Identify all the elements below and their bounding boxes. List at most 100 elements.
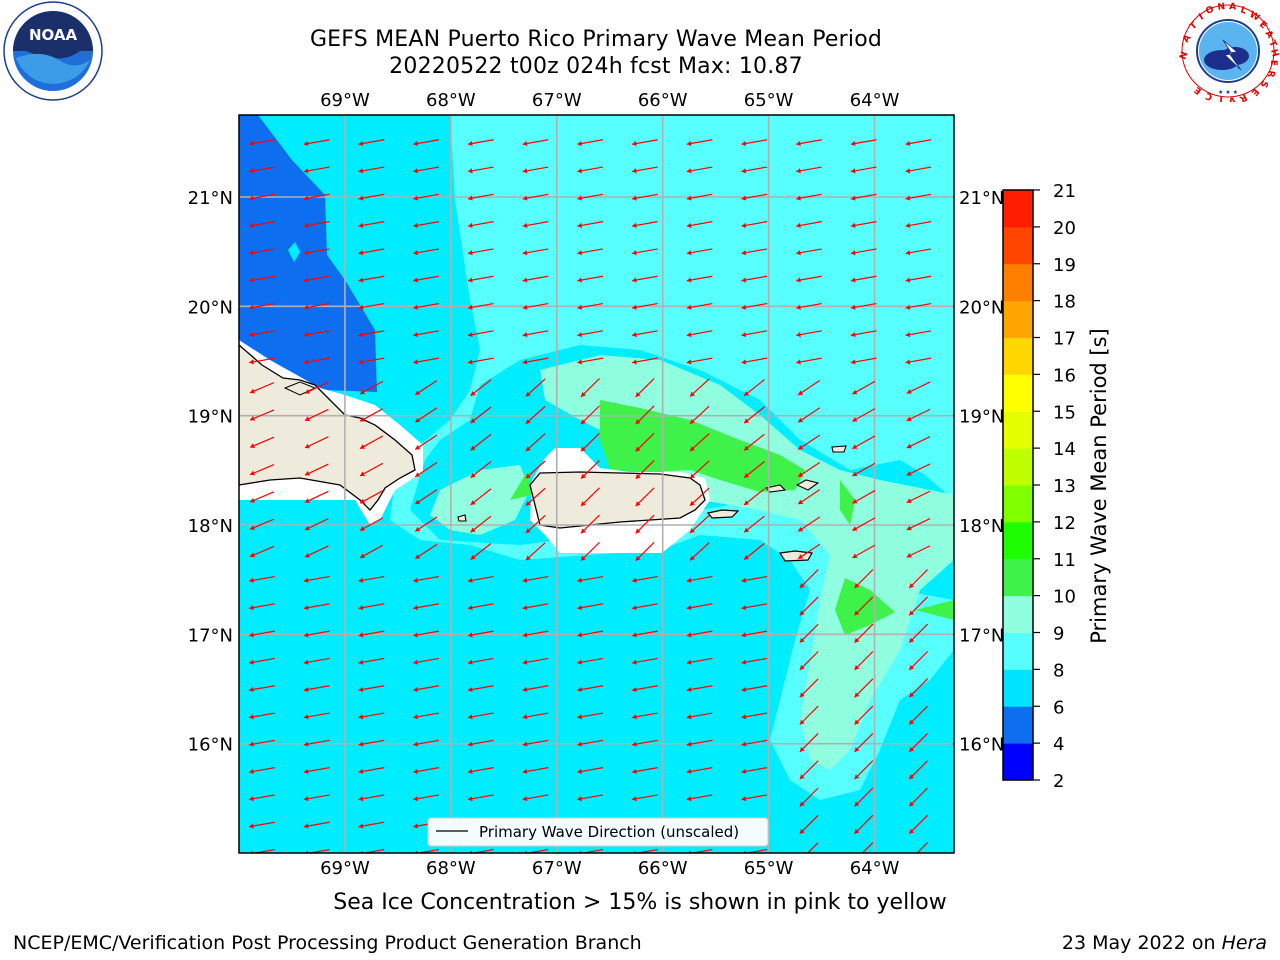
- wave-arrow: [631, 630, 658, 638]
- wave-arrow: [358, 330, 385, 338]
- colorbar-tick-label: 20: [1053, 218, 1076, 239]
- wave-arrow: [796, 302, 822, 310]
- wave-arrow: [577, 330, 604, 338]
- wave-arrow: [797, 461, 821, 478]
- colorbar-segment: [1003, 448, 1033, 486]
- wave-arrow: [631, 248, 658, 256]
- lon-tick-label-bottom: 64°W: [850, 858, 900, 879]
- wave-arrow: [741, 794, 768, 802]
- wave-arrow: [303, 767, 330, 774]
- wave-arrow: [631, 685, 658, 693]
- wave-arrow: [797, 434, 821, 451]
- wave-arrow: [467, 357, 494, 365]
- wave-arrow: [743, 515, 765, 533]
- wave-arrow: [580, 432, 600, 452]
- wave-arrow: [631, 139, 658, 147]
- wave-arrow: [741, 767, 768, 774]
- wave-arrow: [358, 657, 385, 665]
- wave-arrow: [908, 596, 929, 616]
- wave-arrow: [470, 433, 492, 451]
- wave-arrow: [359, 462, 384, 477]
- land-anegada: [831, 445, 847, 453]
- wave-arrow: [358, 139, 385, 147]
- wave-arrow: [303, 657, 330, 665]
- wave-arrow: [467, 248, 494, 256]
- wave-arrow: [413, 685, 440, 693]
- svg-text:T: T: [1188, 20, 1200, 32]
- wave-arrow: [467, 330, 494, 338]
- wave-arrow: [908, 651, 929, 671]
- wave-arrow: [413, 739, 440, 747]
- colorbar-tick-label: 12: [1053, 513, 1076, 534]
- wave-arrow: [631, 193, 658, 201]
- colorbar-segment: [1003, 226, 1033, 265]
- wave-arrow: [631, 166, 658, 174]
- plot-frame: [238, 114, 955, 854]
- wave-arrow: [522, 221, 549, 228]
- lon-tick-label-top: 69°W: [320, 90, 370, 111]
- wave-arrow: [796, 330, 822, 338]
- lon-tick-label-top: 67°W: [532, 90, 582, 111]
- colorbar-tick-label: 16: [1053, 365, 1076, 386]
- svg-text:E: E: [1249, 86, 1261, 97]
- svg-text:T: T: [1266, 39, 1278, 50]
- wave-arrow: [303, 603, 330, 611]
- wave-arrow: [686, 139, 713, 147]
- wave-arrow: [799, 787, 819, 807]
- colorbar-tick-label: 11: [1053, 550, 1076, 571]
- period-band-10-11-east: [840, 480, 855, 525]
- wave-arrow: [689, 378, 710, 397]
- wave-arrow: [414, 543, 438, 560]
- svg-text:L: L: [1239, 5, 1248, 16]
- wave-arrow: [852, 517, 876, 532]
- wave-arrow: [850, 302, 877, 310]
- lat-tick-label-left: 18°N: [188, 516, 233, 537]
- wave-arrow: [522, 685, 549, 693]
- lon-tick-label-bottom: 68°W: [426, 858, 476, 879]
- wave-arrow: [850, 193, 877, 201]
- wave-arrow: [905, 221, 932, 228]
- wave-arrow: [635, 378, 655, 398]
- wave-arrow: [580, 487, 600, 507]
- wave-arrow: [577, 193, 604, 201]
- land-virgin-islands-2: [795, 479, 820, 491]
- wave-arrow: [686, 767, 713, 774]
- wave-arrow: [908, 705, 929, 725]
- svg-text:O: O: [1205, 5, 1216, 17]
- wave-arrow: [741, 712, 768, 720]
- wave-arrow: [414, 516, 438, 532]
- wave-arrow: [467, 630, 494, 638]
- colorbar-segment: [1003, 337, 1033, 375]
- land-vieques: [706, 509, 740, 519]
- wave-arrow: [303, 330, 330, 338]
- wave-arrow: [741, 248, 768, 256]
- wave-arrow: [577, 767, 604, 774]
- wave-arrow: [905, 193, 932, 201]
- wave-arrow: [249, 491, 275, 503]
- colorbar-tick-label: 10: [1053, 587, 1076, 608]
- nws-logo: N A T I O N A L W E A T H E R S E R V I …: [1178, 2, 1279, 102]
- wave-arrow: [414, 461, 438, 478]
- legend-label: Primary Wave Direction (unscaled): [479, 823, 739, 841]
- colorbar-tick-label: 19: [1053, 255, 1076, 276]
- colorbar-tick-label: 6: [1053, 697, 1064, 718]
- wave-arrow: [916, 842, 929, 853]
- wave-arrow: [413, 712, 440, 720]
- wave-arrow: [522, 739, 549, 747]
- wave-direction-arrows: [249, 139, 932, 853]
- wave-arrow: [631, 767, 658, 774]
- colorbar-tick-label: 4: [1053, 734, 1064, 755]
- wave-arrow: [799, 651, 819, 671]
- wave-arrow: [413, 794, 440, 802]
- wave-arrow: [852, 435, 876, 450]
- legend-box: [427, 817, 769, 847]
- wave-arrow: [413, 193, 440, 201]
- colorbar-segment: [1003, 263, 1033, 302]
- wave-arrow: [467, 657, 494, 665]
- wave-arrow: [304, 518, 329, 531]
- wave-arrow: [905, 302, 932, 310]
- wave-arrow: [741, 603, 768, 611]
- wave-arrow: [522, 193, 549, 201]
- wave-arrow: [470, 543, 492, 560]
- colorbar-tick-label: 21: [1053, 181, 1076, 202]
